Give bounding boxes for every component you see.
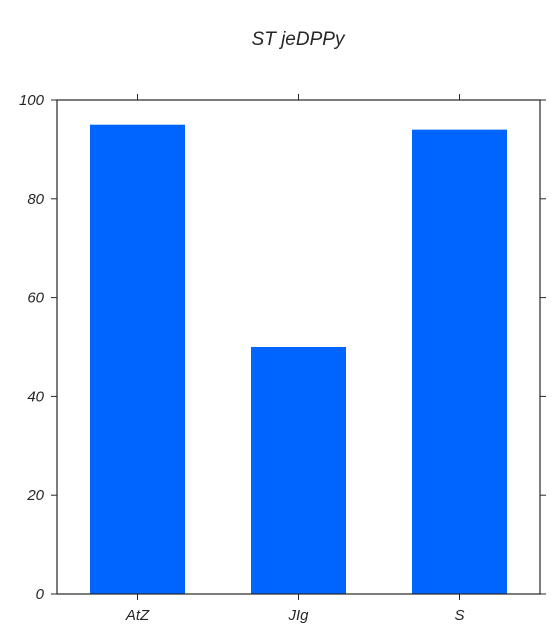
bar-AtZ	[90, 124, 185, 594]
bar-JIg	[251, 347, 346, 594]
y-tick-label: 60	[27, 290, 44, 307]
y-tick-label: 80	[27, 191, 44, 208]
y-tick-label: 100	[19, 92, 45, 109]
x-tick-label: S	[454, 607, 464, 624]
bar-S	[412, 129, 507, 594]
x-tick-label: JIg	[287, 607, 309, 624]
x-axis: AtZ JIg S	[125, 94, 465, 624]
chart-title: ST jeDPPy	[252, 29, 346, 50]
y-tick-label: 20	[26, 487, 44, 504]
bars-group	[90, 124, 507, 594]
y-axis: 0 20 40 60 80 100	[19, 92, 546, 603]
x-tick-label: AtZ	[125, 607, 150, 624]
y-tick-label: 40	[27, 388, 44, 405]
y-tick-label: 0	[36, 586, 45, 603]
